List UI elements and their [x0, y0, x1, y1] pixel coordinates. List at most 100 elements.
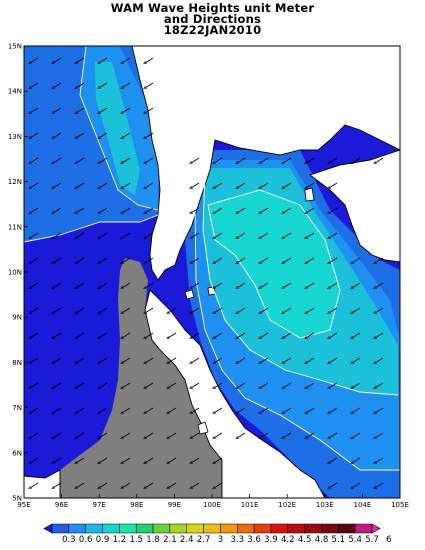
colorbar-segment — [354, 523, 373, 534]
wave-direction-arrow — [214, 157, 223, 163]
wave-direction-arrow — [214, 407, 223, 413]
wave-direction-arrow — [122, 132, 131, 138]
wave-direction-arrow — [237, 232, 246, 238]
colorbar-label: 3.3 — [230, 535, 244, 545]
lon-tick-label: 100E — [203, 501, 221, 509]
wave-direction-arrow — [191, 407, 200, 413]
wave-direction-arrow — [237, 432, 246, 438]
colorbar-label: 5.7 — [365, 535, 379, 545]
wave-direction-arrow — [30, 482, 39, 488]
colorbar-segment — [220, 523, 238, 534]
wave-direction-arrow — [53, 482, 62, 488]
wave-direction-arrow — [237, 357, 246, 363]
wave-direction-arrow — [30, 432, 39, 438]
colorbar-label: 3.9 — [264, 535, 278, 545]
wave-direction-arrow — [53, 182, 62, 188]
wave-direction-arrow — [260, 307, 269, 313]
wave-direction-arrow — [375, 357, 384, 363]
colorbar-segment — [287, 523, 305, 534]
wave-direction-arrow — [306, 407, 315, 413]
colorbar-segment — [51, 523, 70, 534]
wave-direction-arrow — [375, 432, 384, 438]
wave-direction-arrow — [260, 257, 269, 263]
wave-direction-arrow — [237, 282, 246, 288]
wave-direction-arrow — [191, 432, 200, 438]
wave-direction-arrow — [191, 382, 200, 388]
wave-direction-arrow — [168, 307, 177, 313]
wave-direction-arrow — [122, 107, 131, 113]
wave-band-1-8-gulf — [208, 190, 340, 338]
wave-direction-arrow — [352, 482, 361, 488]
wave-direction-arrow — [214, 307, 223, 313]
wave-direction-arrow — [99, 282, 108, 288]
wave-direction-arrow — [375, 482, 384, 488]
wave-direction-arrow — [306, 182, 315, 188]
lat-tick-label: 8N — [12, 359, 22, 367]
wave-direction-arrow — [260, 382, 269, 388]
wave-direction-arrow — [306, 282, 315, 288]
wave-direction-arrow — [145, 107, 154, 113]
wave-direction-arrow — [168, 357, 177, 363]
colorbar: 0.3 0.6 0.9 1.2 1.5 1.8 2.1 2.4 2.7 3 3.3 3.6 3.9 4.2… — [43, 523, 392, 545]
lat-tick-label: 6N — [12, 449, 22, 457]
wave-direction-arrow — [99, 232, 108, 238]
colorbar-label: 5.4 — [348, 535, 362, 545]
wave-direction-arrow — [260, 182, 269, 188]
wave-direction-arrow — [99, 82, 108, 88]
wave-direction-arrow — [76, 482, 85, 488]
land-cambodia — [309, 149, 400, 263]
colorbar-segment — [338, 523, 356, 534]
colorbar-label: 1.8 — [146, 535, 160, 545]
wave-direction-arrow — [145, 407, 154, 413]
contour-lines — [24, 46, 400, 471]
land-peninsula — [144, 289, 326, 498]
land-island-4 — [304, 187, 315, 202]
wave-direction-arrow — [76, 207, 85, 213]
wave-direction-arrow — [53, 307, 62, 313]
wave-direction-arrow — [214, 382, 223, 388]
lat-tick-label: 11N — [8, 223, 22, 231]
wave-direction-arrow — [30, 107, 39, 113]
wave-direction-arrow — [53, 432, 62, 438]
lon-tick-label: 104E — [354, 501, 372, 509]
wave-direction-arrow — [237, 257, 246, 263]
lat-tick-label: 9N — [12, 314, 22, 322]
wave-direction-arrow — [283, 307, 292, 313]
colorbar-label: 1.5 — [129, 535, 143, 545]
wave-direction-arrow — [168, 457, 177, 463]
colorbar-segment — [304, 523, 322, 534]
wave-direction-arrow — [76, 282, 85, 288]
wave-direction-arrow — [53, 82, 62, 88]
wave-direction-arrow — [30, 257, 39, 263]
wave-direction-arrow — [329, 382, 338, 388]
wave-direction-arrow — [99, 107, 108, 113]
colorbar-segment — [85, 523, 103, 534]
map-plot-area — [24, 46, 400, 498]
colorbar-segment — [237, 523, 255, 534]
wave-direction-arrow — [53, 232, 62, 238]
wave-direction-arrow — [30, 332, 39, 338]
wave-direction-arrow — [375, 282, 384, 288]
wave-direction-arrow — [191, 332, 200, 338]
wave-direction-arrow — [122, 257, 131, 263]
wave-direction-arrow — [375, 257, 384, 263]
wave-direction-arrow — [283, 332, 292, 338]
lat-tick-label: 14N — [8, 88, 22, 96]
wave-direction-arrow — [76, 432, 85, 438]
wave-direction-arrow — [306, 207, 315, 213]
lon-tick-label: 97E — [93, 501, 106, 509]
wave-direction-arrow — [76, 157, 85, 163]
wave-direction-arrow — [191, 232, 200, 238]
wave-direction-arrow — [99, 307, 108, 313]
wave-band-1-5-andaman — [95, 62, 140, 195]
wave-direction-arrow — [53, 57, 62, 63]
wave-direction-arrow — [145, 257, 154, 263]
wave-direction-arrow — [76, 382, 85, 388]
wave-direction-arrow — [145, 132, 154, 138]
colorbar-segment — [203, 523, 221, 534]
wave-direction-arrows — [30, 57, 384, 488]
wave-direction-arrow — [30, 357, 39, 363]
wave-direction-arrow — [99, 432, 108, 438]
wave-direction-arrow — [53, 107, 62, 113]
wave-direction-arrow — [191, 282, 200, 288]
